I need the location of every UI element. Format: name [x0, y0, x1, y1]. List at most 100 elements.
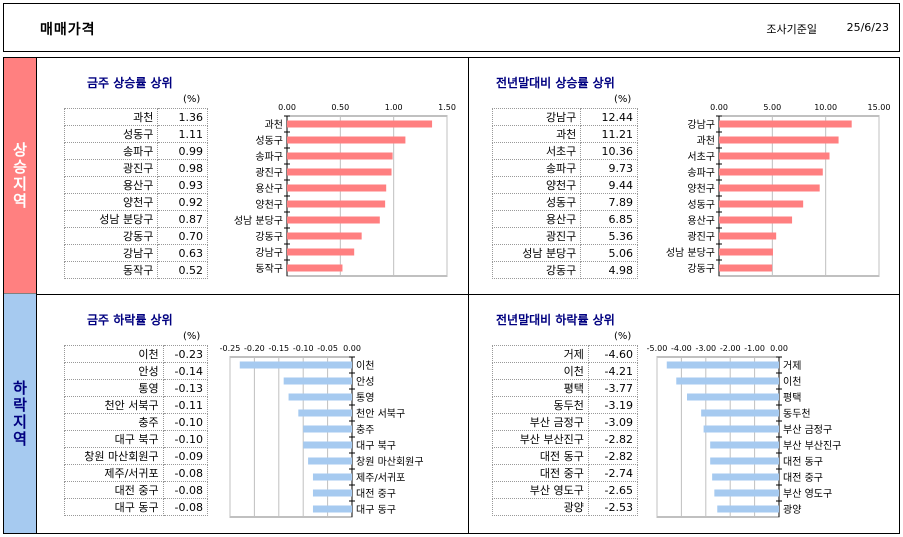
change-value: 1.36 — [157, 108, 208, 126]
table-row: 광진구 0.98 — [63, 159, 208, 177]
category-label: 양천구 — [255, 199, 283, 211]
bar — [287, 232, 362, 240]
tick-label: -0.15 — [268, 344, 289, 353]
change-value: -4.60 — [587, 345, 639, 363]
region-name: 제주/서귀포 — [64, 464, 164, 482]
change-value: -0.14 — [162, 362, 209, 380]
bar — [703, 425, 779, 433]
change-value: 0.98 — [157, 159, 208, 177]
category-label: 대전 중구 — [783, 472, 823, 484]
category-label: 성남 분당구 — [234, 215, 283, 227]
survey-date-label: 조사기준일 — [766, 23, 817, 36]
bar — [719, 216, 793, 224]
table-row: 강동구 4.98 — [491, 261, 638, 279]
tick-label: -3.00 — [695, 344, 716, 353]
region-name: 충주 — [64, 413, 164, 431]
table-row: 성동구 1.11 — [63, 125, 208, 143]
panel-ytd-fall: 전년말대비 하락률 상위 (%) 거제 -4.60 이천 -4.21 평택 -3.77 동두… — [469, 295, 899, 533]
category-label: 강남구 — [255, 247, 283, 259]
table-row: 거제 -4.60 — [492, 345, 639, 363]
bar — [287, 248, 355, 256]
bar — [287, 136, 406, 144]
region-name: 거제 — [492, 345, 589, 363]
change-value: 5.36 — [580, 227, 638, 245]
change-value: 9.73 — [580, 159, 638, 177]
bar — [303, 425, 352, 433]
region-name: 이천 — [492, 362, 589, 380]
bar — [298, 409, 352, 417]
table-row: 대전 중구 -0.08 — [64, 481, 209, 499]
tick-label: 5.00 — [763, 103, 781, 112]
region-name: 부산 금정구 — [492, 413, 589, 431]
change-value: 0.87 — [157, 210, 208, 228]
table-row: 동두천 -3.19 — [492, 396, 639, 414]
table-row: 대구 북구 -0.10 — [64, 430, 209, 448]
tick-label: -0.10 — [293, 344, 314, 353]
region-name: 양천구 — [63, 193, 159, 211]
bar — [287, 184, 387, 192]
data-table: 거제 -4.60 이천 -4.21 평택 -3.77 동두천 -3.19 부산 금정구 -3.09… — [492, 345, 639, 516]
data-table: 이천 -0.23 안성 -0.14 통영 -0.13 천안 서북구 -0.11 충주 -0.10 대… — [64, 345, 209, 516]
bar — [719, 264, 773, 272]
change-value: -0.08 — [162, 481, 209, 499]
category-label: 거제 — [783, 360, 801, 372]
table-row: 성남 분당구 5.06 — [491, 244, 638, 262]
change-value: -2.82 — [587, 430, 639, 448]
change-value: 4.98 — [580, 261, 638, 279]
table-row: 부산 영도구 -2.65 — [492, 481, 639, 499]
region-name: 용산구 — [63, 176, 159, 194]
change-value: 9.44 — [580, 176, 638, 194]
category-label: 광진구 — [255, 167, 283, 179]
change-value: 6.85 — [580, 210, 638, 228]
change-value: 12.44 — [580, 108, 638, 126]
header-bar: 매매가격 조사기준일 25/6/23 — [3, 3, 900, 52]
panel-title: 전년말대비 하락률 상위 — [496, 313, 615, 327]
change-value: -4.21 — [587, 362, 639, 380]
change-value: -0.08 — [162, 464, 209, 482]
table-row: 부산 금정구 -3.09 — [492, 413, 639, 431]
survey-date-value: 25/6/23 — [846, 21, 889, 34]
tick-label: -0.20 — [244, 344, 265, 353]
bar — [719, 136, 839, 144]
table-row: 서초구 10.36 — [491, 142, 638, 160]
table-row: 성남 분당구 0.87 — [63, 210, 208, 228]
report-frame: 상승지역 하락지역 금주 상승률 상위 (%) 과천 1.36 성동구 1.11 송파구… — [3, 57, 900, 534]
region-name: 창원 마산회원구 — [64, 447, 164, 465]
panel-weekly-fall: 금주 하락률 상위 (%) 이천 -0.23 안성 -0.14 통영 -0.13 천안 서북… — [37, 295, 468, 533]
table-row: 평택 -3.77 — [492, 379, 639, 397]
region-name: 성동구 — [491, 193, 582, 211]
category-label: 제주/서귀포 — [356, 472, 405, 484]
change-value: 1.11 — [157, 125, 208, 143]
table-row: 통영 -0.13 — [64, 379, 209, 397]
change-value: 11.21 — [580, 125, 638, 143]
table-row: 이천 -0.23 — [64, 345, 209, 363]
change-value: -0.13 — [162, 379, 209, 397]
data-table: 강남구 12.44 과천 11.21 서초구 10.36 송파구 9.73 양천구 9.44 성동구… — [491, 108, 638, 279]
change-value: 0.92 — [157, 193, 208, 211]
region-name: 대구 동구 — [64, 498, 164, 516]
table-row: 천안 서북구 -0.11 — [64, 396, 209, 414]
bar — [287, 168, 392, 176]
table-row: 광양 -2.53 — [492, 498, 639, 516]
category-label: 강남구 — [687, 119, 715, 131]
change-value: 0.52 — [157, 261, 208, 279]
tick-label: -0.25 — [220, 344, 241, 353]
region-name: 송파구 — [491, 159, 582, 177]
region-name: 서초구 — [491, 142, 582, 160]
bar — [676, 377, 779, 385]
change-value: -3.19 — [587, 396, 639, 414]
sidebar-divider — [36, 58, 37, 533]
table-row: 송파구 0.99 — [63, 142, 208, 160]
table-row: 부산 부산진구 -2.82 — [492, 430, 639, 448]
change-value: -3.09 — [587, 413, 639, 431]
category-label: 과천 — [697, 135, 715, 147]
table-row: 강남구 12.44 — [491, 108, 638, 126]
rise-section-label: 상승지역 — [10, 141, 29, 210]
bar — [712, 473, 779, 481]
bar-chart: 0.00 5.00 10.00 15.00 강남구과천서초구송파구양천구성동구용산구광진… — [666, 103, 890, 277]
table-row: 대구 동구 -0.08 — [64, 498, 209, 516]
change-value: -2.82 — [587, 447, 639, 465]
change-value: -0.10 — [162, 413, 209, 431]
tick-label: -0.05 — [317, 344, 338, 353]
category-label: 송파구 — [255, 151, 283, 163]
